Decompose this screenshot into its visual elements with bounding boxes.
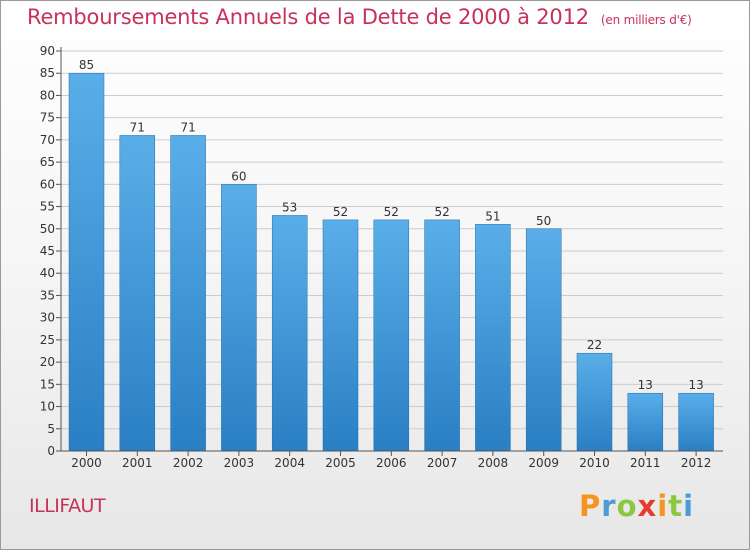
bar-value-label: 52 <box>384 205 399 219</box>
y-tick-label: 80 <box>40 88 55 102</box>
y-tick-label: 25 <box>40 333 55 347</box>
y-tick-label: 0 <box>47 444 55 458</box>
x-tick-label: 2007 <box>427 456 458 470</box>
bar <box>68 72 105 452</box>
bar <box>525 228 562 452</box>
logo-letter: t <box>668 489 684 523</box>
bar <box>576 352 613 452</box>
y-tick-label: 85 <box>40 66 55 80</box>
bar-value-label: 60 <box>231 169 246 183</box>
bar-value-label: 13 <box>638 378 653 392</box>
bar <box>119 135 156 452</box>
chart-subtitle: (en milliers d'€) <box>600 13 692 27</box>
x-tick-label: 2006 <box>376 456 407 470</box>
proxiti-logo: Proxiti <box>579 489 694 523</box>
bars <box>68 72 714 452</box>
bar <box>627 392 664 452</box>
bar-value-label: 13 <box>688 378 703 392</box>
y-tick-label: 55 <box>40 200 55 214</box>
data-labels: 85 71 71 60 53 52 52 52 51 50 22 13 13 <box>79 58 704 392</box>
bar-value-label: 71 <box>130 120 145 134</box>
y-tick-label: 45 <box>40 244 55 258</box>
bar <box>221 184 257 452</box>
y-tick-label: 90 <box>40 44 55 58</box>
y-axis-ticks: 0 5 10 15 20 25 30 35 40 45 50 55 60 65 70 75 80 85 90 <box>40 44 61 458</box>
y-tick-label: 60 <box>40 177 55 191</box>
x-tick-label: 2012 <box>681 456 712 470</box>
bar <box>475 224 511 452</box>
bar-value-label: 53 <box>282 200 297 214</box>
chart-title: Remboursements Annuels de la Dette de 20… <box>27 5 692 29</box>
logo-letter: o <box>616 489 638 523</box>
bar-value-label: 50 <box>536 214 551 228</box>
bar-value-label: 52 <box>333 205 348 219</box>
logo-letter: r <box>601 489 617 523</box>
bar <box>678 392 714 452</box>
x-tick-label: 2002 <box>173 456 204 470</box>
logo-letter: i <box>657 489 669 523</box>
bar <box>424 219 460 452</box>
x-tick-label: 2008 <box>478 456 509 470</box>
bar-value-label: 51 <box>485 209 500 223</box>
x-axis-ticks: 2000 2001 2002 2003 2004 2005 2006 2007 2008 2009… <box>71 451 711 470</box>
x-tick-label: 2000 <box>71 456 102 470</box>
bar <box>322 219 359 452</box>
y-tick-label: 30 <box>40 311 55 325</box>
bar-value-label: 71 <box>180 120 195 134</box>
x-tick-label: 2005 <box>325 456 356 470</box>
y-tick-label: 5 <box>47 422 55 436</box>
y-tick-label: 75 <box>40 111 55 125</box>
y-tick-label: 35 <box>40 288 55 302</box>
axes <box>60 47 723 452</box>
bar-value-label: 52 <box>434 205 449 219</box>
y-tick-label: 65 <box>40 155 55 169</box>
chart-title-text: Remboursements Annuels de la Dette de 20… <box>27 5 589 29</box>
y-tick-label: 40 <box>40 266 55 280</box>
y-tick-label: 50 <box>40 222 55 236</box>
x-tick-label: 2011 <box>630 456 661 470</box>
bar-value-label: 85 <box>79 58 94 72</box>
x-tick-label: 2003 <box>224 456 255 470</box>
x-tick-label: 2001 <box>122 456 153 470</box>
logo-letter: x <box>637 489 658 523</box>
commune-name: ILLIFAUT <box>29 495 106 517</box>
logo-letter: i <box>683 489 695 523</box>
logo-letter: P <box>579 489 602 523</box>
x-tick-label: 2009 <box>528 456 559 470</box>
y-tick-label: 15 <box>40 377 55 391</box>
y-tick-label: 10 <box>40 400 55 414</box>
x-tick-label: 2010 <box>579 456 610 470</box>
y-tick-label: 20 <box>40 355 55 369</box>
y-tick-label: 70 <box>40 133 55 147</box>
bar <box>271 215 308 452</box>
bar <box>373 219 410 452</box>
bar-value-label: 22 <box>587 338 602 352</box>
bar <box>170 135 206 452</box>
x-tick-label: 2004 <box>274 456 305 470</box>
